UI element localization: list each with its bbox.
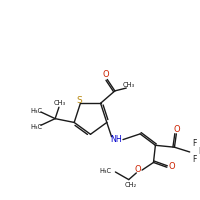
Text: NH: NH (110, 135, 122, 144)
Text: F: F (192, 139, 197, 148)
Text: O: O (174, 125, 181, 134)
Text: O: O (102, 70, 109, 79)
Text: CH₃: CH₃ (122, 82, 134, 88)
Text: S: S (77, 96, 82, 105)
Text: CH₂: CH₂ (124, 182, 137, 188)
Text: H₃C: H₃C (30, 108, 42, 114)
Text: O: O (168, 162, 175, 171)
Text: CH₃: CH₃ (54, 100, 66, 106)
Text: H₃C: H₃C (100, 168, 112, 174)
Text: O: O (135, 165, 142, 174)
Text: F: F (198, 147, 200, 156)
Text: H₃C: H₃C (30, 124, 42, 130)
Text: F: F (192, 155, 197, 164)
